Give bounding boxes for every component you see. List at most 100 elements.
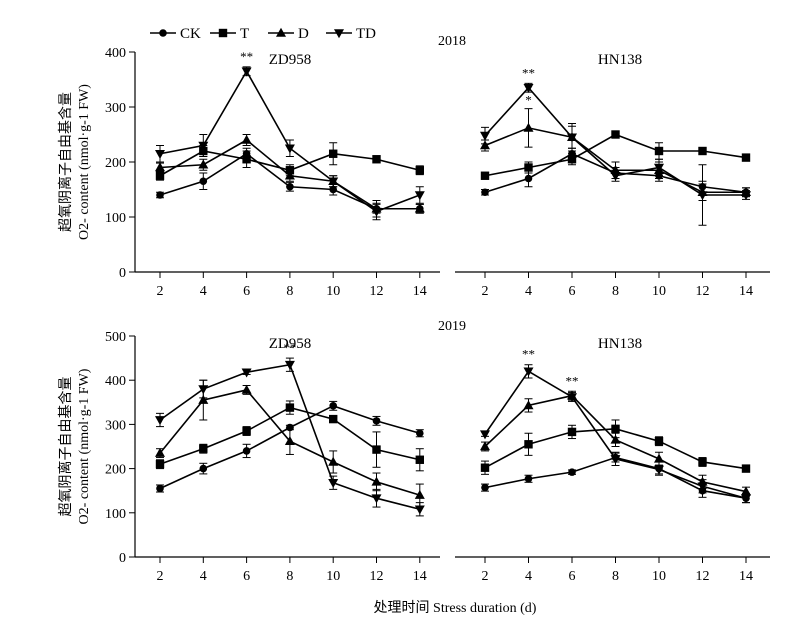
x-tick-label: 14	[413, 569, 427, 584]
y-axis-label-cn: 超氧阴离子自由基含量	[57, 377, 74, 517]
x-tick-label: 12	[696, 284, 710, 299]
point-td	[567, 393, 577, 403]
point-td	[284, 360, 295, 370]
y-tick-label: 100	[105, 211, 126, 226]
point-t	[242, 155, 251, 164]
x-tick-label: 8	[612, 284, 619, 299]
point-t	[329, 414, 338, 424]
significance-label: **	[566, 373, 579, 388]
point-td	[567, 133, 577, 143]
point-d	[284, 170, 295, 180]
point-d	[480, 441, 490, 451]
point-td	[654, 465, 664, 475]
point-td	[155, 149, 165, 159]
legend-label-ck: CK	[180, 26, 201, 42]
y-tick-label: 500	[105, 330, 126, 345]
y-tick-label: 200	[105, 156, 126, 171]
legend-item-ck: CK	[150, 26, 201, 42]
point-t	[567, 427, 577, 437]
panel-hn138-2019: 2 4 6 8 10 12 14 HN138 ** **	[455, 336, 770, 584]
point-d	[414, 489, 425, 499]
x-tick-label: 10	[652, 569, 666, 584]
x-tick-label: 4	[200, 569, 207, 584]
point-ck	[329, 185, 338, 194]
point-t	[480, 463, 490, 472]
point-d	[480, 140, 490, 150]
point-ck	[242, 447, 251, 455]
series-td	[480, 364, 751, 504]
point-td	[371, 494, 382, 504]
year-labels: 2018 2019	[438, 34, 466, 334]
point-t	[741, 153, 751, 162]
point-td	[241, 67, 252, 77]
legend-marker-d	[276, 27, 286, 37]
point-t	[372, 155, 381, 164]
point-td	[328, 478, 339, 488]
x-tick-label: 4	[200, 284, 207, 299]
point-d	[610, 434, 621, 444]
x-tick-label: 12	[370, 569, 384, 584]
point-td	[198, 385, 209, 395]
point-td	[610, 171, 621, 181]
x-axis-label: 处理时间 Stress duration (d)	[374, 600, 537, 616]
point-ck	[286, 182, 294, 191]
legend-item-td: TD	[326, 26, 376, 42]
y-tick-label: 0	[119, 266, 126, 281]
point-td	[654, 163, 664, 173]
x-tick-label: 14	[739, 569, 753, 584]
point-td	[741, 494, 751, 504]
point-ck	[329, 402, 338, 410]
point-t	[480, 171, 490, 180]
panel-title: HN138	[598, 336, 642, 352]
y-axis-label-en: O2- content (nmol·g-1 FW)	[77, 368, 92, 524]
point-t	[741, 464, 751, 473]
panel-zd958-2018: 2 4 6 8 10 12 14 0 100 200 300 400 ZD958 **	[105, 46, 440, 299]
point-td	[414, 505, 425, 515]
point-d	[155, 447, 165, 457]
x-tick-label: 2	[482, 284, 489, 299]
point-ck	[372, 417, 381, 425]
point-ck	[481, 188, 489, 197]
point-td	[697, 191, 708, 201]
point-d	[241, 384, 252, 394]
chart-row-2018: 超氧阴离子自由基含量 O2- content (nmol·g-1 FW) 2 4 6 8 1…	[57, 46, 770, 299]
point-td	[155, 416, 165, 426]
legend-label-td: TD	[356, 26, 376, 42]
significance-label: **	[522, 65, 535, 80]
x-tick-label: 8	[286, 569, 293, 584]
series-td	[480, 82, 751, 226]
x-tick-label: 2	[482, 569, 489, 584]
point-t	[698, 146, 707, 156]
point-t	[611, 130, 620, 139]
legend-marker-t	[218, 28, 228, 38]
legend: CK T D TD	[150, 26, 376, 42]
x-tick-label: 12	[696, 569, 710, 584]
x-tick-label: 4	[525, 284, 532, 299]
point-ck	[524, 174, 533, 183]
year-label-2019: 2019	[438, 319, 466, 334]
point-td	[284, 144, 295, 154]
year-label-2018: 2018	[438, 34, 466, 49]
chart-rows: 超氧阴离子自由基含量 O2- content (nmol·g-1 FW)2 4 6 8 1…	[57, 46, 770, 584]
significance-label: **	[283, 340, 296, 355]
point-t	[372, 445, 381, 454]
y-axis-label-cn: 超氧阴离子自由基含量	[57, 92, 74, 232]
point-t	[654, 146, 664, 156]
point-td	[241, 368, 252, 378]
point-t	[155, 459, 165, 469]
significance-label: **	[240, 49, 253, 64]
point-d	[328, 456, 339, 466]
point-ck	[524, 474, 533, 483]
significance-label: **	[522, 347, 535, 362]
point-d	[523, 400, 534, 410]
point-t	[415, 455, 424, 464]
point-ck	[416, 429, 424, 438]
y-tick-label: 100	[105, 507, 126, 522]
legend-marker-td	[334, 29, 344, 39]
point-td	[371, 207, 382, 217]
y-tick-label: 200	[105, 463, 126, 478]
series-d	[480, 108, 751, 201]
series-td	[155, 357, 425, 517]
point-td	[741, 191, 751, 201]
point-d	[241, 134, 252, 144]
